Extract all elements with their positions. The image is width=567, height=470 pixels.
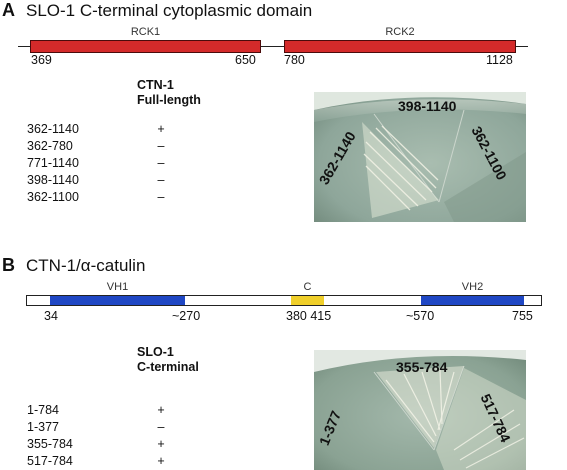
c-domain-box [291, 296, 324, 305]
rck2-domain-box [284, 40, 516, 53]
position-label: 34 [44, 309, 58, 323]
rck1-domain-box [30, 40, 261, 53]
panel-a-table-header: CTN-1 Full-length [137, 78, 201, 107]
c-label: C [303, 281, 312, 293]
panel-b-title: CTN-1/α-catulin [26, 256, 146, 275]
panel-a-result-list: + – – – – [154, 121, 168, 206]
plate-b-label-top: 355-784 [396, 359, 448, 375]
vh2-label: VH2 [461, 281, 484, 293]
panel-b-construct-list: 1-784 1-377 355-784 517-784 [27, 402, 73, 470]
list-item: 517-784 [27, 454, 73, 468]
plate-a-label-top: 398-1140 [398, 98, 457, 114]
list-item: 771-1140 [27, 156, 79, 170]
position-label: ~270 [172, 309, 201, 323]
yeast-plate-photo-b [314, 350, 526, 470]
rck1-start-position: 369 [31, 53, 52, 67]
rck2-label: RCK2 [385, 26, 415, 38]
ctn1-backbone-box [26, 295, 542, 306]
panel-a-title: SLO-1 C-terminal cytoplasmic domain [26, 1, 313, 20]
result-mark: – [157, 420, 165, 434]
result-mark: – [157, 139, 165, 153]
list-item: 1-377 [27, 420, 59, 434]
panel-a-letter: A [2, 0, 15, 20]
rck2-start-position: 780 [284, 53, 305, 67]
rck1-label: RCK1 [130, 26, 161, 38]
yeast-plate-photo-a [314, 92, 526, 222]
list-item: 398-1140 [27, 173, 79, 187]
result-mark: + [157, 122, 165, 136]
panel-b-table-header: SLO-1 C-terminal [137, 345, 199, 374]
result-mark: + [157, 454, 165, 468]
result-mark: + [157, 403, 165, 417]
rck1-end-position: 650 [235, 53, 256, 67]
vh1-label: VH1 [106, 281, 129, 293]
result-mark: – [157, 173, 165, 187]
list-item: 362-1100 [27, 190, 79, 204]
panel-b-letter: B [2, 255, 15, 275]
list-item: 362-780 [27, 139, 73, 153]
list-item: 1-784 [27, 403, 59, 417]
list-item: 362-1140 [27, 122, 79, 136]
list-item: 355-784 [27, 437, 73, 451]
position-label: 755 [512, 309, 533, 323]
panel-b-result-list: + – + + [154, 402, 168, 470]
rck2-end-position: 1128 [486, 53, 513, 67]
vh2-domain-box [421, 296, 524, 305]
position-label: ~570 [406, 309, 435, 323]
position-label: 380 415 [286, 309, 332, 323]
result-mark: – [157, 156, 165, 170]
vh1-domain-box [50, 296, 185, 305]
result-mark: – [157, 190, 165, 204]
panel-a-construct-list: 362-1140 362-780 771-1140 398-1140 362-1… [27, 121, 79, 206]
slo1-backbone-line [18, 46, 528, 47]
result-mark: + [157, 437, 165, 451]
